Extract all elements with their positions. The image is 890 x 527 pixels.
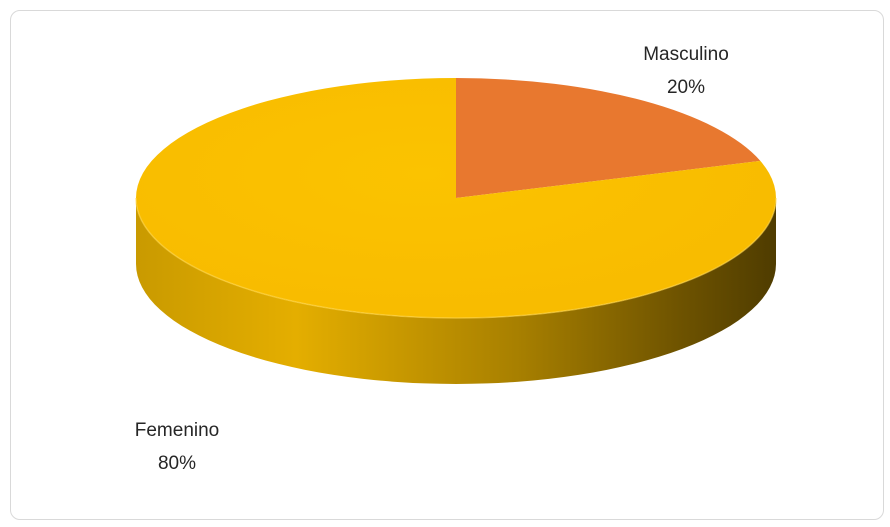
label-femenino-percent: 80%: [158, 453, 196, 474]
pie-slice-masculino: [456, 78, 761, 198]
pie-slice-femenino: [135, 78, 776, 318]
label-masculino-name: Masculino: [643, 44, 729, 65]
label-femenino-name: Femenino: [135, 420, 220, 441]
pie-rim-highlight: [135, 197, 777, 319]
pie-group: [135, 78, 777, 384]
pie-side-wall: [136, 198, 776, 384]
label-masculino-percent: 20%: [667, 77, 705, 98]
label-group: Masculino 20% Femenino 80%: [135, 44, 729, 474]
